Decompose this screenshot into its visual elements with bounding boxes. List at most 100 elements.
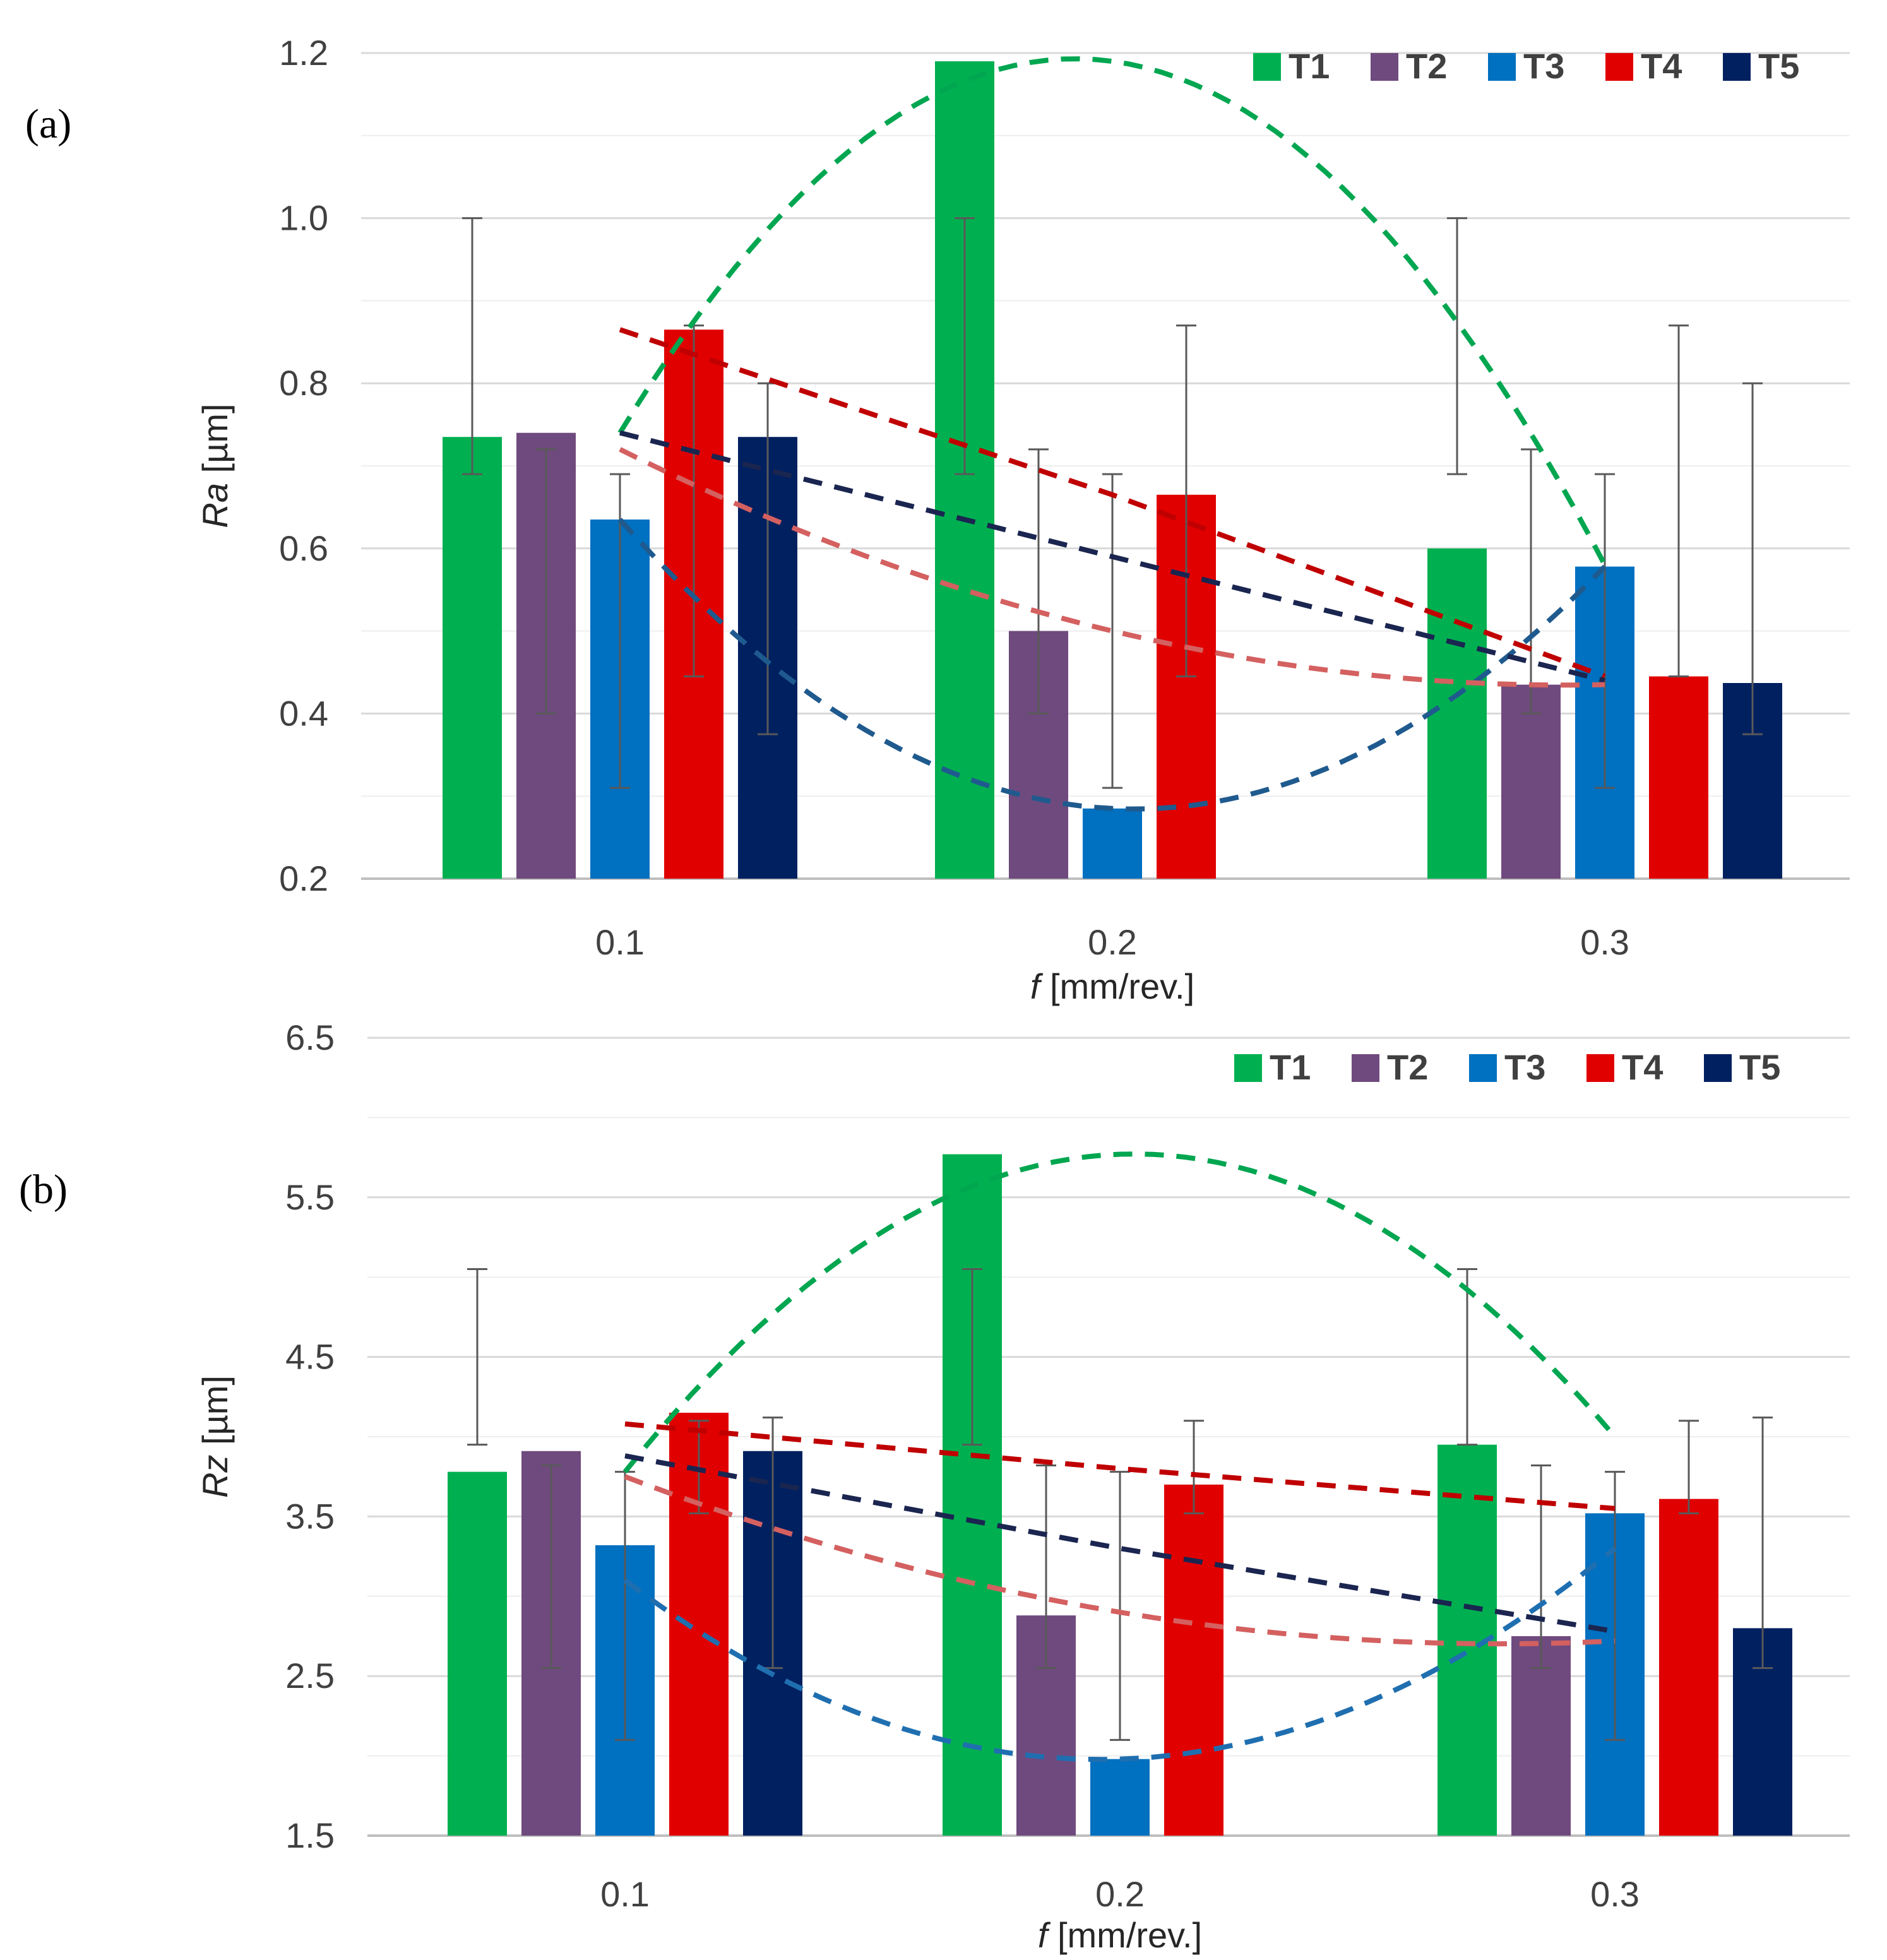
legend-swatch-t3 <box>1469 1054 1497 1082</box>
legend-swatch-t5 <box>1704 1054 1732 1082</box>
bar-t1-0.1 <box>448 1471 507 1836</box>
error-bar-t2-0.2 <box>1028 448 1049 715</box>
chart-panel-b: (b) 1.5 2.5 3.5 4.5 5.5 6.5 0.1 0.2 0.3 f [mm/rev… <box>19 1018 1850 1955</box>
panel-label-b: (b) <box>19 1167 68 1213</box>
x-tick-label: 0.2 <box>1088 922 1137 962</box>
error-bar-t4-0.1 <box>689 1420 709 1514</box>
legend-label-t2: T2 <box>1387 1047 1428 1087</box>
legend-item-t5: T5 <box>1704 1047 1780 1087</box>
legend-swatch-t1 <box>1234 1054 1262 1082</box>
trend-line-0 <box>622 1151 1617 1474</box>
legend-label-t1: T1 <box>1289 46 1330 86</box>
trend-line-2 <box>624 1421 1616 1511</box>
error-bar-t4-0.2 <box>1184 1420 1204 1514</box>
error-bar-t3-0.3 <box>1605 1471 1625 1741</box>
error-bar-t1-0.3 <box>1447 217 1467 475</box>
legend-label-t5: T5 <box>1739 1047 1780 1087</box>
y-tick-label: 0.2 <box>279 858 328 898</box>
trend-line-4 <box>619 447 1605 688</box>
bar-t3-0.2 <box>1083 808 1142 879</box>
bar-t2-0.3 <box>1501 684 1561 879</box>
y-tick-label: 1.2 <box>279 33 328 73</box>
x-axis-title: f [mm/rev.] <box>1030 966 1194 1006</box>
y-tick-label: 0.8 <box>279 363 328 403</box>
y-tick-label: 1.5 <box>285 1815 335 1855</box>
y-tick-label: 4.5 <box>285 1337 335 1377</box>
bar-t1-0.3 <box>1427 548 1487 879</box>
error-bar-t3-0.2 <box>1102 473 1122 789</box>
error-bar-t1-0.1 <box>467 1268 487 1446</box>
y-tick-label: 0.4 <box>279 693 328 733</box>
x-tick-label: 0.1 <box>595 922 645 962</box>
legend-item-t4: T4 <box>1586 1047 1663 1087</box>
error-bar-t1-0.1 <box>462 217 482 475</box>
y-tick-label: 3.5 <box>285 1496 335 1536</box>
bar-t4-0.3 <box>1659 1499 1718 1836</box>
error-bar-t2-0.3 <box>1531 1464 1551 1670</box>
error-bar-t5-0.3 <box>1742 382 1763 735</box>
legend-item-t2: T2 <box>1371 46 1447 86</box>
x-axis-title: f [mm/rev.] <box>1038 1915 1202 1955</box>
error-bar-t1-0.3 <box>1457 1268 1477 1446</box>
legend-item-t2: T2 <box>1352 1047 1428 1087</box>
legend-label-t3: T3 <box>1523 46 1564 86</box>
legend-label-t5: T5 <box>1758 46 1799 86</box>
legend-swatch-t2 <box>1371 53 1398 81</box>
y-tick-label: 6.5 <box>285 1018 335 1057</box>
y-axis-title: Rz [µm] <box>195 1375 235 1498</box>
legend-item-t5: T5 <box>1723 46 1799 86</box>
bar-t3-0.2 <box>1090 1759 1150 1836</box>
legend-item-t4: T4 <box>1605 46 1682 86</box>
error-bar-t2-0.1 <box>536 448 556 715</box>
error-bar-t4-0.3 <box>1669 324 1689 678</box>
x-tick-label: 0.3 <box>1580 922 1629 962</box>
error-bar-t3-0.1 <box>615 1471 635 1741</box>
x-tick-label: 0.2 <box>1095 1874 1145 1914</box>
legend-swatch-t1 <box>1253 53 1281 81</box>
legend-item-t1: T1 <box>1253 46 1330 86</box>
legend-item-t3: T3 <box>1488 46 1564 86</box>
trend-line-1 <box>618 518 1607 812</box>
legend-swatch-t2 <box>1352 1054 1379 1082</box>
legend-label-t2: T2 <box>1406 46 1447 86</box>
error-bar-t4-0.3 <box>1679 1420 1699 1514</box>
error-bar-t1-0.2 <box>955 217 975 475</box>
bar-t2-0.3 <box>1511 1636 1571 1836</box>
trend-line-2 <box>619 327 1606 679</box>
legend-label-t4: T4 <box>1641 46 1682 86</box>
panel-label-a: (a) <box>25 101 71 147</box>
error-bar-t1-0.2 <box>962 1268 982 1446</box>
trend-line-3 <box>619 430 1605 683</box>
y-tick-label: 5.5 <box>285 1177 335 1217</box>
x-tick-label: 0.3 <box>1590 1874 1640 1914</box>
error-bar-t5-0.3 <box>1753 1417 1773 1670</box>
error-bar-t2-0.2 <box>1036 1464 1056 1670</box>
legend-label-t1: T1 <box>1270 1047 1311 1087</box>
legend-swatch-t5 <box>1723 53 1751 81</box>
legend-label-t3: T3 <box>1504 1047 1545 1087</box>
bar-t4-0.2 <box>1164 1484 1223 1836</box>
y-tick-label: 1.0 <box>279 198 328 238</box>
trend-line-4 <box>624 1474 1616 1647</box>
legend-swatch-t4 <box>1605 53 1633 81</box>
y-axis-title: Ra [µm] <box>195 403 235 528</box>
chart-panel-a: (a) 0.2 0.4 0.6 0.8 1.0 1.2 0.1 0.2 0.3 f [mm/rev… <box>25 33 1850 1006</box>
error-bar-t4-0.2 <box>1176 324 1196 678</box>
legend-swatch-t4 <box>1586 1054 1614 1082</box>
bar-t1-0.1 <box>443 437 502 879</box>
trend-line-3 <box>624 1453 1616 1634</box>
legend-label-t4: T4 <box>1622 1047 1663 1087</box>
y-tick-label: 0.6 <box>279 528 328 568</box>
bar-t1-0.2 <box>943 1154 1002 1836</box>
trend-line-1 <box>623 1546 1617 1762</box>
error-bar-t3-0.3 <box>1595 473 1615 789</box>
error-bar-t3-0.2 <box>1110 1471 1130 1741</box>
y-tick-label: 2.5 <box>285 1656 335 1696</box>
legend-item-t3: T3 <box>1469 1047 1545 1087</box>
legend-swatch-t3 <box>1488 53 1516 81</box>
error-bar-t3-0.1 <box>610 473 630 789</box>
bar-t4-0.3 <box>1649 676 1708 879</box>
legend-item-t1: T1 <box>1234 1047 1311 1087</box>
error-bar-t2-0.3 <box>1521 448 1541 715</box>
error-bar-t2-0.1 <box>541 1464 561 1670</box>
